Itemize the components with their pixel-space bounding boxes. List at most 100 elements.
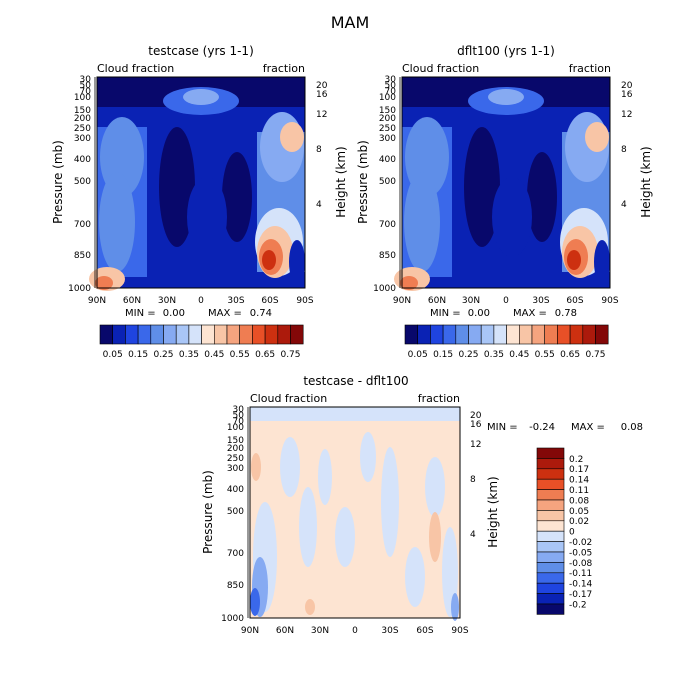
y-axis-left: 30 50 70 100 150 200 250 300 400 500 700… xyxy=(221,405,249,624)
colorbar-swatch xyxy=(582,324,596,345)
panel-title: dflt100 (yrs 1-1) xyxy=(457,44,555,58)
y-tick-label: 1000 xyxy=(68,284,91,294)
x-tick-label: 0 xyxy=(503,296,509,306)
x-axis: 90N 60N 30N 0 30S 60S 90S xyxy=(241,626,469,636)
colorbar-swatch xyxy=(536,562,565,574)
y-tick-label: 150 xyxy=(379,106,396,116)
colorbar-swatch xyxy=(595,324,609,345)
plot-frame xyxy=(401,76,611,289)
y-tick-label: 150 xyxy=(227,436,244,446)
colorbar-swatch xyxy=(480,324,495,345)
x-tick-label: 30S xyxy=(532,296,549,306)
contour-band xyxy=(299,487,317,567)
contour-band xyxy=(425,457,445,517)
x-tick-label: 30S xyxy=(381,626,398,636)
colorbar-swatch xyxy=(442,324,457,345)
y-tick-label: 200 xyxy=(379,114,396,124)
y-tick-label: 250 xyxy=(227,454,244,464)
contour-band xyxy=(400,276,418,290)
y-right-tick-label: 4 xyxy=(316,200,322,210)
colorbar-label: 0.55 xyxy=(230,350,250,360)
contour-band xyxy=(280,437,300,497)
plot-background xyxy=(250,407,460,618)
colorbar-label: 0.05 xyxy=(103,350,123,360)
colorbar-swatch xyxy=(430,324,444,345)
y-right-tick-label: 8 xyxy=(470,475,476,485)
y-right-tick-label: 16 xyxy=(470,420,482,430)
colorbar-label: 0.14 xyxy=(569,476,589,486)
min-label: MIN = xyxy=(487,422,518,433)
y-tick-label: 1000 xyxy=(373,284,396,294)
x-tick-label: 60N xyxy=(428,296,446,306)
panel-title: testcase - dflt100 xyxy=(303,374,408,388)
max-value: 0.74 xyxy=(250,308,272,319)
y-right-tick-label: 12 xyxy=(316,110,327,120)
colorbar-label: -0.14 xyxy=(569,580,593,590)
contour-band xyxy=(594,240,610,284)
y-tick-label: 50 xyxy=(80,81,92,91)
colorbar-label: 0.35 xyxy=(484,350,504,360)
y-tick-label: 700 xyxy=(379,220,396,230)
colorbar-swatch xyxy=(536,458,565,470)
contour-band xyxy=(99,172,135,272)
colorbar-label: 0.65 xyxy=(255,350,275,360)
y-tick-label: 50 xyxy=(233,411,245,421)
colorbar-swatch xyxy=(163,324,177,345)
colorbar-label: 0 xyxy=(569,528,575,538)
colorbar-label: -0.11 xyxy=(569,569,592,579)
y-right-axis-label: Height (km) xyxy=(639,146,653,217)
colorbar-swatch xyxy=(536,478,565,490)
y-tick-label: 200 xyxy=(227,444,244,454)
y-tick-label: 400 xyxy=(227,485,244,495)
max-value: 0.08 xyxy=(621,422,643,433)
x-tick-label: 0 xyxy=(352,626,358,636)
panel-dflt100: dflt100 (yrs 1-1) Cloud fraction fractio… xyxy=(356,44,653,360)
colorbar-label: 0.45 xyxy=(204,350,224,360)
x-tick-label: 0 xyxy=(198,296,204,306)
colorbar-label: 0.05 xyxy=(408,350,428,360)
colorbar-swatch xyxy=(536,468,565,480)
contour-band xyxy=(95,276,113,290)
max-label: MAX = xyxy=(513,308,547,319)
contour-band xyxy=(451,593,459,621)
colorbar-label: -0.17 xyxy=(569,590,592,600)
colorbar-label: 0.45 xyxy=(509,350,529,360)
y-right-tick-label: 4 xyxy=(470,530,476,540)
y-tick-label: 100 xyxy=(227,423,244,433)
y-right-tick-label: 20 xyxy=(470,411,482,421)
contour-band xyxy=(405,547,425,607)
colorbar-label: -0.2 xyxy=(569,600,587,610)
colorbar-label: 0.25 xyxy=(153,350,173,360)
y-right-axis-label: Height (km) xyxy=(334,146,348,217)
y-tick-label: 50 xyxy=(385,81,397,91)
panel-subtitle-right: fraction xyxy=(569,62,611,75)
field-plot xyxy=(394,76,611,291)
colorbar-swatch xyxy=(536,447,565,459)
y-tick-label: 300 xyxy=(227,464,244,474)
colorbar-vertical: 0.2 0.17 0.14 0.11 0.08 0.05 0.02 0 -0.0… xyxy=(536,447,593,615)
contour-band xyxy=(488,89,524,105)
contour-band xyxy=(305,599,315,615)
contour-band xyxy=(429,512,441,562)
y-tick-label: 200 xyxy=(74,114,91,124)
panel-subtitle-left: Cloud fraction xyxy=(250,392,327,405)
x-tick-label: 60S xyxy=(566,296,583,306)
max-label: MAX = xyxy=(571,422,605,433)
colorbar-swatch xyxy=(536,530,565,542)
y-tick-label: 250 xyxy=(74,124,91,134)
colorbar-swatch xyxy=(277,324,291,345)
contour-band xyxy=(404,172,440,272)
y-axis-right: 20 16 12 8 4 xyxy=(316,81,328,210)
y-tick-label: 150 xyxy=(74,106,91,116)
colorbar-swatch xyxy=(175,324,190,345)
field-plot xyxy=(89,76,306,291)
colorbar-swatch xyxy=(264,324,279,345)
colorbar-label: 0.2 xyxy=(569,455,583,465)
y-tick-label: 700 xyxy=(74,220,91,230)
colorbar-swatch xyxy=(531,324,545,345)
y-right-tick-label: 8 xyxy=(316,145,322,155)
contour-band xyxy=(464,127,500,247)
colorbar: 0.05 0.15 0.25 0.35 0.45 0.55 0.65 0.75 xyxy=(99,324,304,360)
y-tick-label: 700 xyxy=(227,549,244,559)
